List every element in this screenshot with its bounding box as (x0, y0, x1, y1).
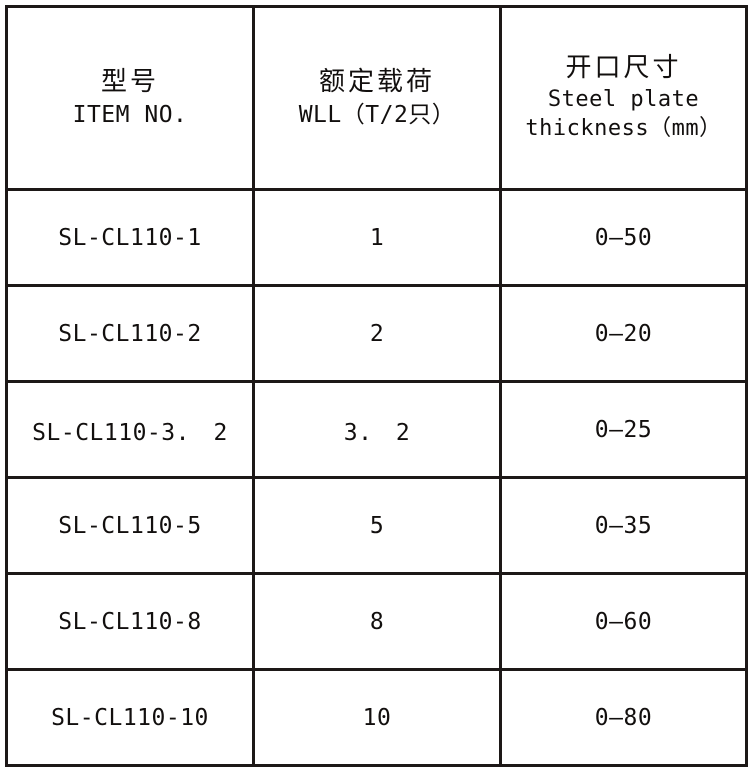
cell-wll: 1 (252, 188, 502, 287)
table-row: SL-CL110-3. 2 3. 2 0–25 (5, 380, 748, 479)
wll-value: 1 (369, 224, 385, 251)
cell-wll: 5 (252, 476, 502, 575)
cell-thickness: 0–20 (499, 284, 748, 383)
column-header-thickness-en-line2: thickness（mm） (525, 115, 722, 141)
column-header-item-no-cn: 型号 (100, 67, 159, 98)
table-body: SL-CL110-1 1 0–50 SL-CL110-2 2 0–20 (5, 188, 748, 767)
item-no-value: SL-CL110-2 (58, 320, 202, 347)
thickness-value: 0–60 (594, 608, 653, 635)
column-header-wll-cn: 额定载荷 (318, 67, 435, 98)
wll-value: 5 (369, 512, 385, 539)
cell-thickness: 0–25 (499, 380, 748, 479)
cell-item-no: SL-CL110-2 (5, 284, 255, 383)
cell-item-no: SL-CL110-10 (5, 668, 255, 767)
cell-thickness: 0–35 (499, 476, 748, 575)
table-row: SL-CL110-8 8 0–60 (5, 572, 748, 671)
column-header-wll-en: WLL（T/2只） (298, 101, 456, 128)
item-no-value: SL-CL110-1 (58, 224, 202, 251)
column-header-thickness-cn: 开口尺寸 (565, 53, 682, 84)
cell-item-no: SL-CL110-8 (5, 572, 255, 671)
wll-value: 3. 2 (343, 419, 411, 446)
specification-table: 型号 ITEM NO. 额定载荷 WLL（T/2只） 开口尺寸 Steel pl… (5, 5, 748, 767)
cell-thickness: 0–60 (499, 572, 748, 671)
table-row: SL-CL110-1 1 0–50 (5, 188, 748, 287)
thickness-value: 0–50 (594, 224, 653, 251)
thickness-value: 0–20 (594, 320, 653, 347)
wll-value: 2 (369, 320, 385, 347)
column-header-thickness-en-line1: Steel plate (547, 87, 700, 113)
item-no-value: SL-CL110-8 (58, 608, 202, 635)
thickness-value: 0–80 (594, 704, 653, 731)
cell-wll: 3. 2 (252, 380, 502, 479)
cell-wll: 10 (252, 668, 502, 767)
cell-item-no: SL-CL110-3. 2 (5, 380, 255, 479)
column-header-thickness: 开口尺寸 Steel plate thickness（mm） (499, 5, 748, 191)
table-row: SL-CL110-5 5 0–35 (5, 476, 748, 575)
thickness-value: 0–35 (594, 512, 653, 539)
item-no-value: SL-CL110-10 (51, 704, 209, 731)
table-row: SL-CL110-10 10 0–80 (5, 668, 748, 767)
table-row: SL-CL110-2 2 0–20 (5, 284, 748, 383)
cell-thickness: 0–80 (499, 668, 748, 767)
cell-wll: 2 (252, 284, 502, 383)
table-header: 型号 ITEM NO. 额定载荷 WLL（T/2只） 开口尺寸 Steel pl… (5, 5, 748, 191)
item-no-value: SL-CL110-3. 2 (32, 419, 228, 446)
header-row: 型号 ITEM NO. 额定载荷 WLL（T/2只） 开口尺寸 Steel pl… (5, 5, 748, 191)
cell-wll: 8 (252, 572, 502, 671)
column-header-item-no-en: ITEM NO. (72, 101, 188, 128)
cell-thickness: 0–50 (499, 188, 748, 287)
column-header-wll: 额定载荷 WLL（T/2只） (252, 5, 502, 191)
column-header-item-no: 型号 ITEM NO. (5, 5, 255, 191)
thickness-value: 0–25 (594, 416, 653, 443)
wll-value: 10 (362, 704, 392, 731)
cell-item-no: SL-CL110-5 (5, 476, 255, 575)
wll-value: 8 (369, 608, 385, 635)
cell-item-no: SL-CL110-1 (5, 188, 255, 287)
item-no-value: SL-CL110-5 (58, 512, 202, 539)
